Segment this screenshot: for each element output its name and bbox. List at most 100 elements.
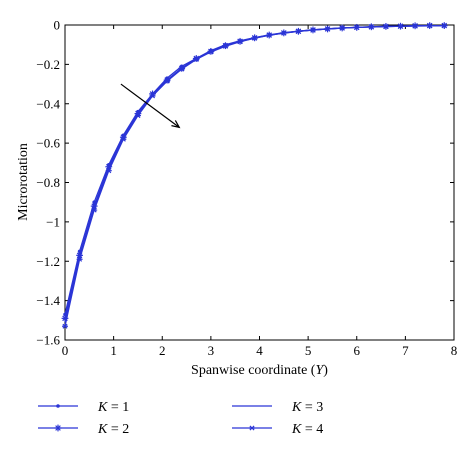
legend-item: K = 3	[232, 400, 323, 415]
marker-stroke	[266, 32, 272, 38]
data-point	[441, 23, 448, 29]
data-point	[207, 49, 214, 55]
marker-stroke	[281, 30, 287, 36]
data-point	[266, 32, 273, 38]
data-point	[120, 136, 127, 142]
legend-label-var: K	[291, 422, 302, 437]
x-tick-label: 4	[256, 343, 263, 358]
x-axis-label: Spanwise coordinate (Y)	[191, 363, 328, 378]
marker-stroke	[164, 78, 170, 84]
x-tick-label: 6	[354, 343, 361, 358]
data-point	[251, 35, 258, 41]
legend-label-value: = 2	[107, 422, 129, 437]
marker-stroke	[135, 113, 141, 119]
marker-stroke	[252, 35, 258, 41]
legend-item: K = 2	[38, 422, 129, 437]
marker-stroke	[179, 66, 185, 72]
legend-label: K = 3	[291, 400, 323, 415]
legend-label-var: K	[97, 400, 108, 415]
arrow-head	[171, 120, 181, 129]
marker-stroke	[193, 56, 199, 62]
legend-label: K = 4	[291, 422, 323, 437]
legend-label-value: = 1	[107, 400, 129, 415]
data-point	[280, 30, 287, 36]
data-point	[76, 256, 83, 262]
legend-item: K = 1	[38, 400, 129, 415]
data-point	[309, 27, 316, 33]
data-point	[324, 26, 331, 32]
marker-stroke	[325, 26, 331, 32]
marker-stroke	[383, 24, 389, 30]
marker-stroke	[427, 23, 433, 29]
marker-stroke	[354, 24, 360, 30]
y-tick-label: 0	[54, 18, 61, 33]
marker-stroke	[397, 23, 404, 29]
data-point	[426, 23, 433, 29]
x-tick-label: 1	[110, 343, 117, 358]
marker-stroke	[208, 49, 214, 55]
y-tick-label: −0.2	[36, 57, 60, 72]
marker-stroke	[368, 24, 374, 30]
marker-stroke	[295, 28, 301, 34]
series-k-4	[62, 23, 448, 329]
data-point	[62, 323, 68, 329]
data-point	[249, 425, 255, 431]
data-point	[237, 39, 244, 45]
y-tick-label: −0.6	[36, 136, 60, 151]
y-tick-label: −1.6	[36, 333, 60, 348]
data-point	[222, 43, 229, 49]
x-tick-label: 5	[305, 343, 312, 358]
marker-stroke	[91, 207, 97, 213]
data-point	[339, 25, 346, 31]
data-point	[193, 56, 200, 62]
y-axis-label: Microrotation	[16, 143, 31, 221]
data-point	[134, 113, 141, 119]
x-tick-label: 0	[62, 343, 69, 358]
marker-stroke	[222, 43, 228, 49]
y-tick-label: −1.4	[36, 293, 60, 308]
data-point	[382, 24, 389, 30]
data-point	[105, 168, 112, 174]
marker-stroke	[237, 39, 243, 45]
data-point	[397, 23, 404, 29]
data-point	[54, 424, 62, 432]
axis-ticks: 0 1 2 3 4 5 6 7 8 0 −0.2 −0.4 −0.6 −0.8 −1 −1.2 −1.4 −1.6	[36, 18, 457, 359]
marker-stroke	[412, 23, 418, 29]
marker-stroke	[310, 27, 316, 33]
marker-stroke	[150, 93, 156, 99]
legend-label-var: K	[291, 400, 302, 415]
data-point	[56, 404, 60, 408]
data-point	[91, 207, 98, 213]
data-point	[295, 28, 302, 34]
marker-stroke	[339, 25, 345, 31]
legend-label-var: K	[97, 422, 108, 437]
data-point	[412, 23, 419, 29]
x-tick-label: 3	[208, 343, 215, 358]
data-point	[353, 24, 360, 30]
y-tick-label: −1.2	[36, 254, 60, 269]
marker-stroke	[120, 136, 126, 142]
data-point	[178, 66, 185, 72]
legend-label-value: = 4	[301, 422, 323, 437]
arrow-shaft	[120, 83, 180, 128]
annotation-arrow	[120, 83, 181, 129]
x-tick-label: 7	[402, 343, 409, 358]
y-tick-label: −1	[46, 214, 60, 229]
marker-stroke	[62, 323, 68, 329]
legend-label: K = 2	[97, 422, 129, 437]
legend-item: K = 4	[232, 422, 323, 437]
series-layer	[61, 22, 448, 329]
legend-label-value: = 3	[301, 400, 323, 415]
y-tick-label: −0.4	[36, 96, 60, 111]
marker-stroke	[106, 168, 112, 174]
marker-stroke	[249, 425, 255, 431]
x-tick-label: 8	[451, 343, 458, 358]
data-point	[149, 93, 156, 99]
y-tick-label: −0.8	[36, 175, 60, 190]
plot-area	[64, 24, 455, 341]
data-point	[164, 78, 171, 84]
data-point	[368, 24, 375, 30]
marker-stroke	[77, 256, 83, 262]
